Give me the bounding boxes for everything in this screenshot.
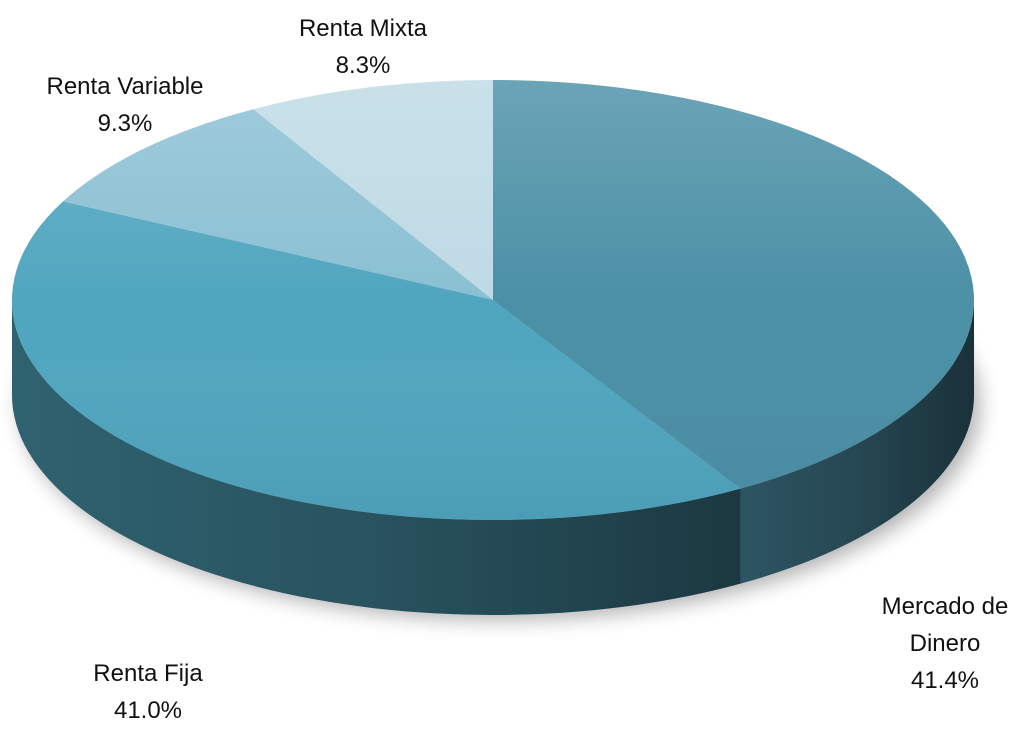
pie-gloss [12, 80, 974, 520]
pie-side-shade [740, 300, 974, 584]
slice-value-label: 41.0% [113, 697, 183, 724]
pie-sides [11, 300, 974, 615]
slice-label: Renta Variable [46, 73, 204, 100]
slice-value-label: 9.3% [97, 110, 153, 137]
slice-label: Renta Mixta [298, 15, 428, 42]
pie-side-shade [11, 300, 741, 615]
slice-value-label: 8.3% [335, 52, 391, 79]
slice-value-label: 41.4% [910, 667, 980, 694]
slice-label: Renta Fija [93, 660, 203, 687]
slice-label: Mercado de Dinero [881, 593, 1009, 657]
